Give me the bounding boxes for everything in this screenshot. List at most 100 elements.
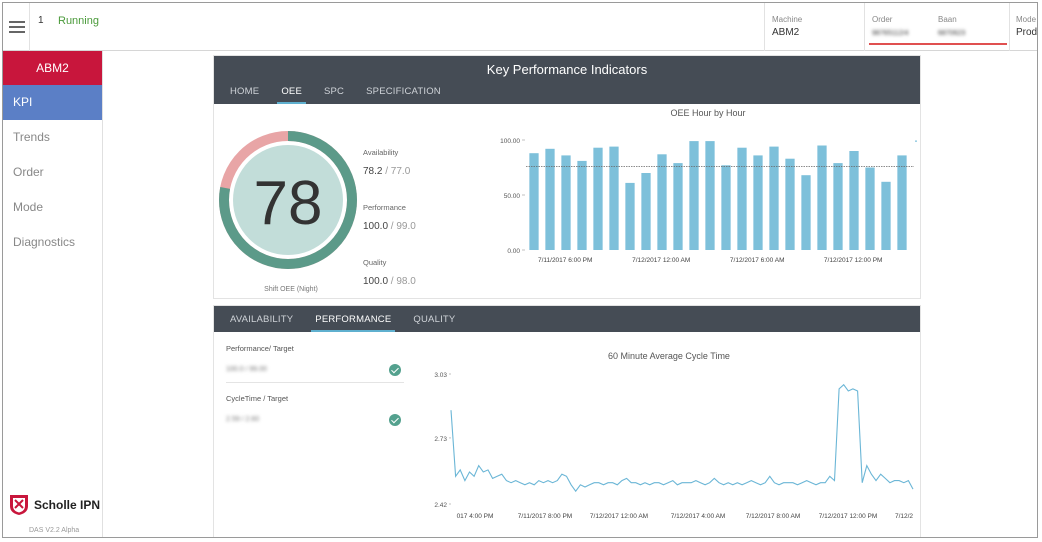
oee-bar bbox=[561, 155, 571, 250]
sidebar-item-order[interactable]: Order bbox=[13, 165, 44, 179]
cycletime-target-value: 2.59 / 2.60 bbox=[226, 416, 260, 423]
sidebar-item-trends[interactable]: Trends bbox=[13, 130, 50, 144]
tab-availability[interactable]: AVAILABILITY bbox=[230, 314, 294, 325]
oee-legend-dot bbox=[915, 140, 917, 142]
sidebar-item-mode[interactable]: Mode bbox=[13, 200, 44, 214]
oee-x-tick-label: 7/12/2017 6:00 AM bbox=[730, 257, 785, 264]
oee-bar bbox=[785, 158, 795, 250]
mode-field: Mode Produ bbox=[1009, 3, 1038, 51]
oee-bar bbox=[753, 155, 763, 250]
gauge-value-arc bbox=[219, 131, 357, 269]
baan-label: Baan bbox=[938, 15, 957, 24]
oee-bar bbox=[769, 146, 779, 250]
cycle-x-tick-label: 7/12/2017 4:00 AM bbox=[671, 513, 726, 520]
sidebar: ABM2 KPI Trends Order Mode Diagnostics S… bbox=[3, 51, 103, 537]
cycle-y-tick-label: 3.03 bbox=[434, 372, 447, 379]
cycle-x-tick-label: 7/11/2017 8:00 PM bbox=[518, 513, 572, 520]
cycle-chart-title: 60 Minute Average Cycle Time bbox=[608, 351, 730, 361]
cycle-x-tick-label: 017 4:00 PM bbox=[457, 513, 494, 520]
gauge-label: Shift OEE (Night) bbox=[264, 286, 318, 293]
performance-target: / 99.0 bbox=[388, 221, 416, 232]
oee-bar bbox=[817, 145, 827, 250]
order-value: 98765112/4 bbox=[872, 30, 909, 37]
cycletime-check-icon bbox=[389, 414, 401, 426]
tab-oee[interactable]: OEE bbox=[277, 84, 306, 104]
oee-x-tick-label: 7/12/2017 12:00 AM bbox=[632, 257, 690, 264]
sidebar-machine-button[interactable]: ABM2 bbox=[3, 51, 102, 85]
mode-value: Produ bbox=[1016, 27, 1038, 38]
tab-spc[interactable]: SPC bbox=[323, 86, 345, 97]
oee-y-tick-label: 100.00 bbox=[500, 138, 520, 145]
performance-target-value: 100.0 / 99.00 bbox=[226, 366, 267, 373]
machine-value: ABM2 bbox=[772, 27, 800, 38]
machine-field: Machine ABM2 bbox=[764, 3, 864, 51]
sidebar-item-diagnostics[interactable]: Diagnostics bbox=[13, 235, 76, 249]
quality-label: Quality bbox=[363, 258, 387, 267]
cycle-y-tick-label: 2.73 bbox=[434, 436, 447, 443]
availability-actual: 78.2 bbox=[363, 166, 383, 177]
oee-bar bbox=[689, 141, 699, 250]
oee-bar bbox=[577, 160, 587, 250]
order-underline bbox=[869, 43, 1007, 45]
performance-check-icon bbox=[389, 364, 401, 376]
oee-bar bbox=[593, 147, 603, 250]
oee-bar bbox=[641, 173, 651, 250]
performance-panel: AVAILABILITY PERFORMANCE QUALITY Perform… bbox=[213, 305, 921, 537]
oee-bar bbox=[609, 146, 619, 250]
cycle-time-series-line bbox=[450, 383, 914, 493]
quality-target: / 98.0 bbox=[388, 276, 416, 287]
performance-value: 100.0 / 99.0 bbox=[363, 221, 416, 232]
tab-home[interactable]: HOME bbox=[230, 86, 260, 97]
order-field[interactable]: Order 98765112/4 Baan 6870623 bbox=[864, 3, 1009, 51]
oee-bar bbox=[673, 163, 683, 250]
oee-bar bbox=[849, 151, 859, 250]
machine-status: Running bbox=[58, 15, 99, 27]
oee-x-tick-label: 7/11/2017 6:00 PM bbox=[538, 257, 592, 264]
divider bbox=[226, 382, 404, 383]
oee-bar bbox=[801, 175, 811, 250]
cycle-x-tick-label: 7/12/2 bbox=[895, 513, 913, 520]
oee-bar bbox=[529, 153, 539, 250]
sidebar-item-kpi[interactable]: KPI bbox=[3, 85, 102, 120]
oee-bar bbox=[545, 148, 555, 250]
oee-bar bbox=[721, 165, 731, 250]
performance-actual: 100.0 bbox=[363, 221, 389, 232]
brand: Scholle IPN bbox=[9, 493, 100, 517]
mode-label: Mode bbox=[1016, 15, 1037, 24]
oee-y-tick-label: 50.00 bbox=[504, 193, 521, 200]
gauge-value: 78 bbox=[254, 169, 323, 238]
performance-target-label: Performance/ Target bbox=[226, 344, 294, 353]
availability-target: / 77.0 bbox=[382, 166, 411, 177]
oee-bar bbox=[705, 141, 715, 250]
oee-x-tick-label: 7/12/2017 12:00 PM bbox=[824, 257, 883, 264]
baan-value: 6870623 bbox=[938, 30, 966, 37]
machine-number: 1 bbox=[38, 15, 44, 26]
quality-value: 100.0 / 98.0 bbox=[363, 276, 416, 287]
scholle-shield-icon bbox=[10, 495, 28, 515]
top-bar: 1 Running Machine ABM2 Order 98765112/4 … bbox=[3, 3, 1038, 51]
cycletime-target-label: CycleTime / Target bbox=[226, 394, 289, 403]
hamburger-menu-icon[interactable] bbox=[9, 21, 25, 35]
oee-gauge: 78 bbox=[219, 131, 357, 269]
tab-performance[interactable]: PERFORMANCE bbox=[311, 312, 396, 332]
version-text: DAS V2.2 Alpha bbox=[29, 527, 80, 534]
brand-name: Scholle IPN bbox=[34, 498, 101, 512]
oee-bar bbox=[865, 167, 875, 250]
availability-value: 78.2 / 77.0 bbox=[363, 166, 410, 177]
oee-y-tick-label: 0.00 bbox=[507, 248, 520, 255]
kpi-tabs: HOME OEE SPC SPECIFICATION bbox=[214, 84, 920, 104]
oee-bar bbox=[625, 182, 635, 250]
oee-bar bbox=[737, 147, 747, 250]
cycle-y-tick-label: 2.42 bbox=[434, 502, 447, 509]
oee-chart-title: OEE Hour by Hour bbox=[670, 108, 746, 118]
cycle-x-tick-label: 7/12/2017 12:00 AM bbox=[590, 513, 648, 520]
tab-specification[interactable]: SPECIFICATION bbox=[366, 86, 441, 97]
oee-bar-chart: 0.00 50.00 100.00 7/11/2017 6:00 PM 7/12/201… bbox=[500, 138, 917, 264]
cycle-x-tick-label: 7/12/2017 8:00 AM bbox=[746, 513, 801, 520]
kpi-panel: Key Performance Indicators HOME OEE SPC … bbox=[213, 55, 921, 299]
machine-label: Machine bbox=[772, 15, 803, 24]
oee-bar bbox=[881, 181, 891, 250]
tab-quality[interactable]: QUALITY bbox=[413, 314, 456, 325]
kpi-title: Key Performance Indicators bbox=[486, 62, 648, 77]
